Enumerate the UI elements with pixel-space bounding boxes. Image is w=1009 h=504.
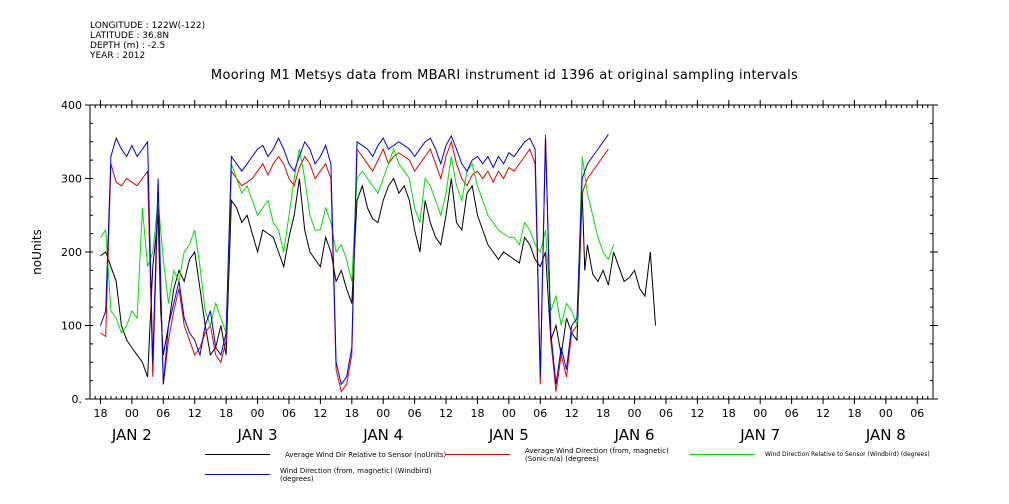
- latitude-label: LATITUDE : 36.8N: [90, 31, 170, 41]
- x-tick-label: 06: [910, 407, 924, 420]
- x-tick-label: 06: [156, 407, 170, 420]
- x-tick-label: 00: [125, 407, 139, 420]
- x-tick-label: 18: [847, 407, 861, 420]
- series-line-2: [100, 147, 615, 334]
- x-tick-label: 06: [533, 407, 547, 420]
- x-tick-label: 18: [345, 407, 359, 420]
- x-tick-label: 06: [282, 407, 296, 420]
- x-tick-label: 06: [659, 407, 673, 420]
- x-tick-label: 06: [785, 407, 799, 420]
- y-tick-label: 100: [61, 320, 82, 333]
- series-line-0: [100, 177, 656, 378]
- y-tick-label: 300: [61, 173, 82, 186]
- x-tick-label: 18: [93, 407, 107, 420]
- x-day-label: JAN 6: [614, 426, 655, 444]
- depth-label: DEPTH (m) : -2.5: [90, 41, 166, 51]
- series-line-1: [100, 134, 609, 393]
- x-tick-label: 18: [470, 407, 484, 420]
- x-day-label: JAN 8: [865, 426, 906, 444]
- x-tick-label: 12: [816, 407, 830, 420]
- x-day-label: JAN 2: [111, 426, 152, 444]
- x-tick-label: 00: [376, 407, 390, 420]
- chart-title: Mooring M1 Metsys data from MBARI instru…: [210, 68, 799, 83]
- y-tick-label: 200: [61, 246, 82, 259]
- plot-frame: [89, 104, 934, 400]
- x-tick-label: 18: [219, 407, 233, 420]
- metadata-block: LONGITUDE : 122W(-122) LATITUDE : 36.8N …: [90, 21, 205, 61]
- series-line-3: [100, 134, 609, 386]
- y-tick-label: 0.: [72, 393, 83, 406]
- longitude-label: LONGITUDE : 122W(-122): [90, 21, 206, 31]
- x-tick-label: 00: [251, 407, 265, 420]
- x-tick-label: 12: [565, 407, 579, 420]
- x-tick-label: 12: [690, 407, 704, 420]
- y-axis-label: noUnits: [30, 229, 44, 275]
- x-day-label: JAN 4: [362, 426, 403, 444]
- x-tick-label: 12: [439, 407, 453, 420]
- x-day-label: JAN 5: [488, 426, 529, 444]
- x-tick-label: 18: [596, 407, 610, 420]
- x-tick-label: 00: [753, 407, 767, 420]
- x-tick-label: 06: [408, 407, 422, 420]
- x-tick-label: 00: [502, 407, 516, 420]
- x-day-label: JAN 3: [237, 426, 278, 444]
- x-tick-label: 12: [313, 407, 327, 420]
- x-tick-label: 00: [879, 407, 893, 420]
- x-tick-label: 18: [722, 407, 736, 420]
- x-tick-label: 12: [188, 407, 202, 420]
- y-tick-label: 400: [61, 99, 82, 112]
- x-day-label: JAN 7: [739, 426, 780, 444]
- year-label: YEAR : 2012: [90, 51, 146, 61]
- x-tick-label: 00: [628, 407, 642, 420]
